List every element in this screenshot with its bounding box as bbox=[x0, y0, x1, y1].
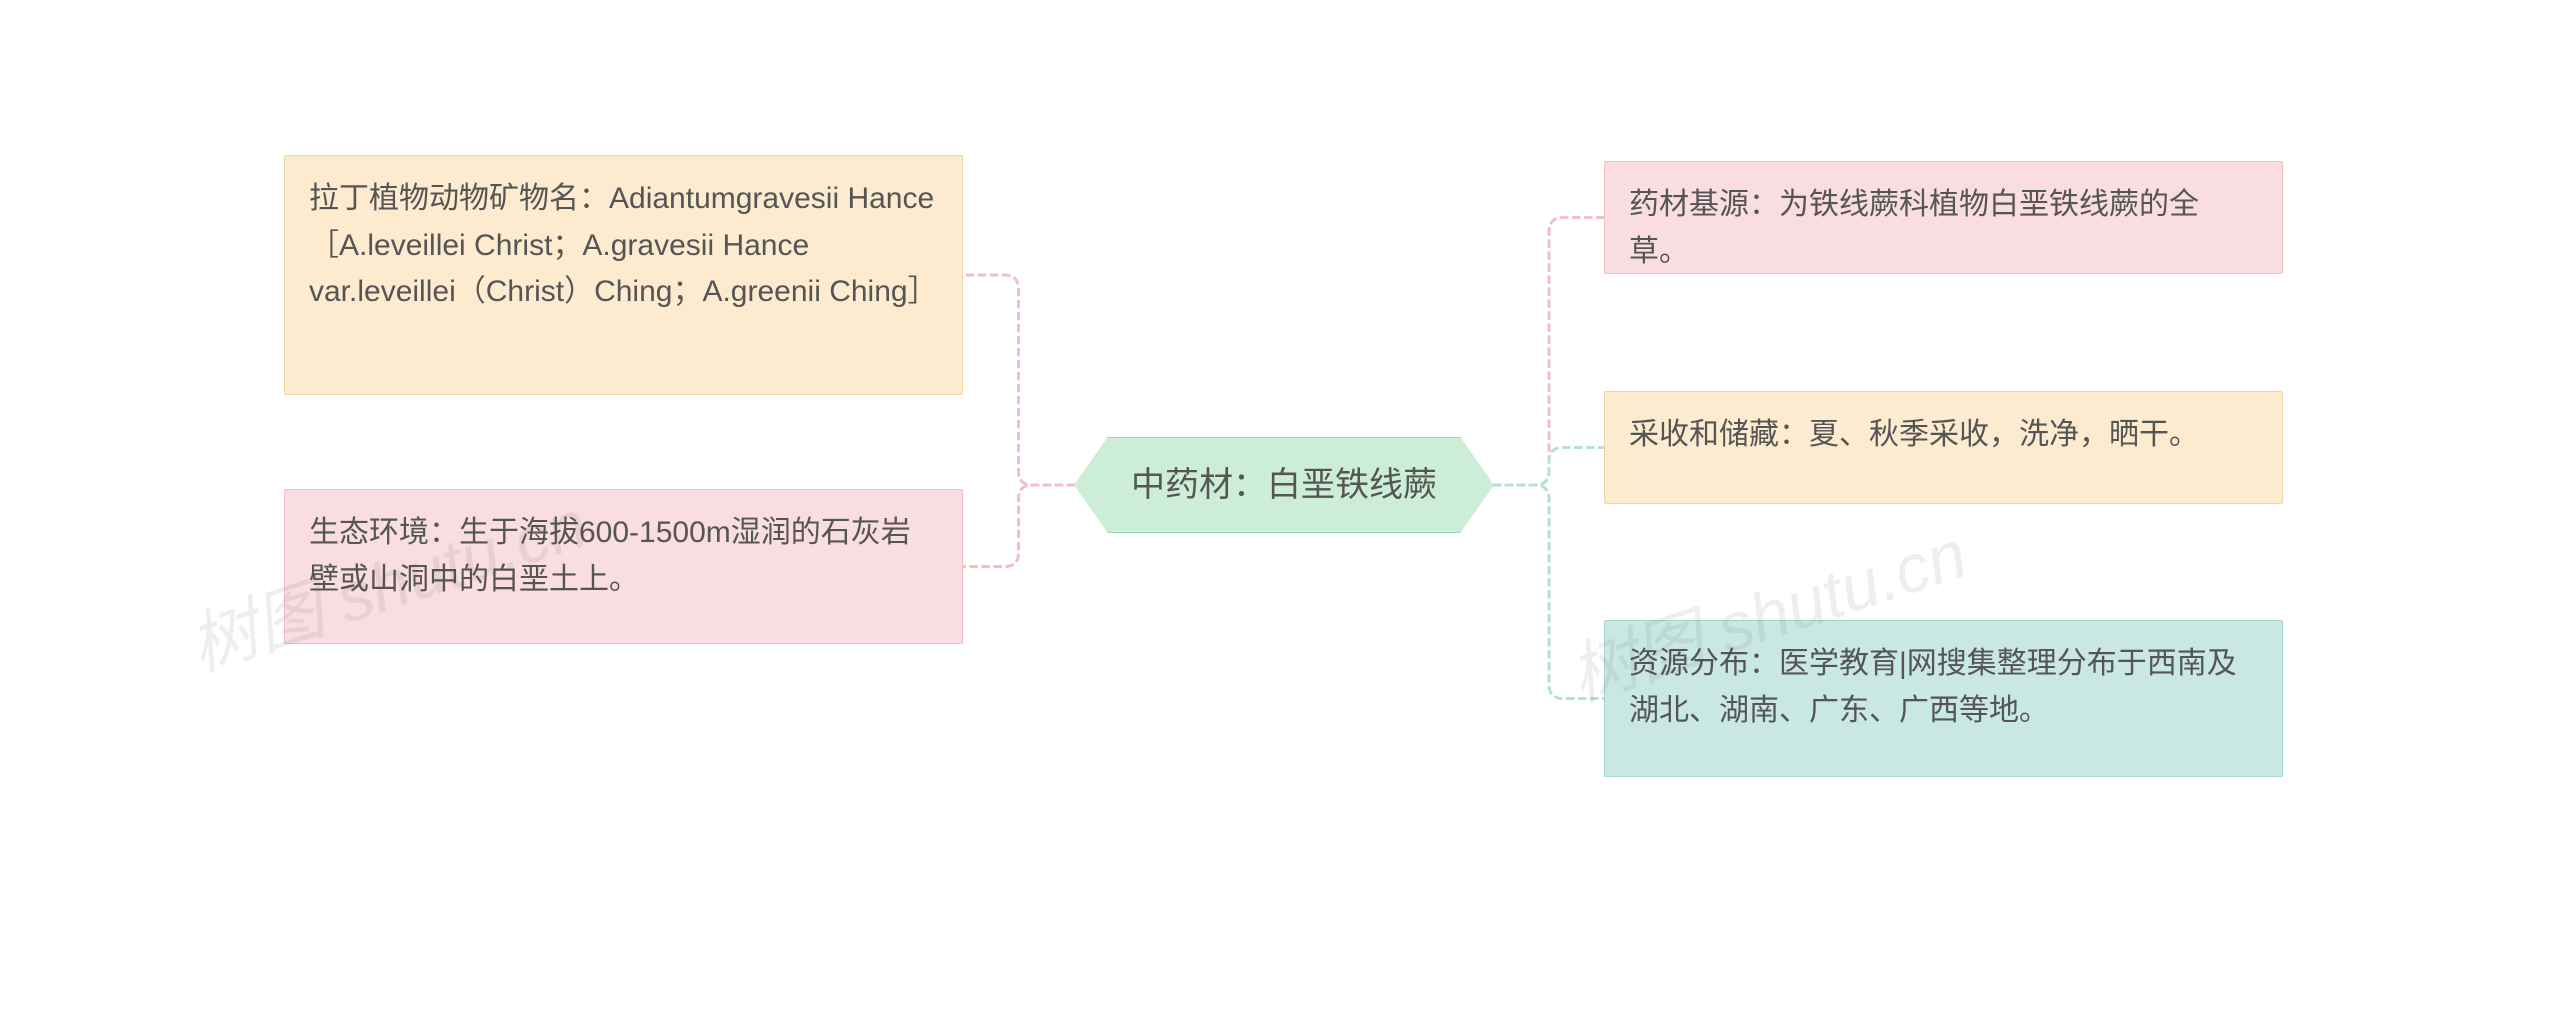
right-node-harvest-text: 采收和储藏：夏、秋季采收，洗净，晒干。 bbox=[1629, 412, 2258, 459]
right-node-harvest: 采收和储藏：夏、秋季采收，洗净，晒干。 bbox=[1604, 391, 2283, 504]
left-node-latin-text: 拉丁植物动物矿物名：Adiantumgravesii Hance［A.levei… bbox=[309, 176, 938, 316]
right-node-distribution: 资源分布：医学教育|网搜集整理分布于西南及湖北、湖南、广东、广西等地。 bbox=[1604, 620, 2283, 777]
center-node: 中药材：白垩铁线蕨 bbox=[1074, 437, 1494, 533]
right-node-source: 药材基源：为铁线蕨科植物白垩铁线蕨的全草。 bbox=[1604, 161, 2283, 274]
left-node-ecology: 生态环境：生于海拔600-1500m湿润的石灰岩壁或山洞中的白垩土上。 bbox=[284, 489, 963, 644]
right-node-source-text: 药材基源：为铁线蕨科植物白垩铁线蕨的全草。 bbox=[1629, 182, 2258, 275]
right-node-distribution-text: 资源分布：医学教育|网搜集整理分布于西南及湖北、湖南、广东、广西等地。 bbox=[1629, 641, 2258, 734]
left-node-ecology-text: 生态环境：生于海拔600-1500m湿润的石灰岩壁或山洞中的白垩土上。 bbox=[309, 510, 938, 603]
left-node-latin: 拉丁植物动物矿物名：Adiantumgravesii Hance［A.levei… bbox=[284, 155, 963, 395]
center-node-label: 中药材：白垩铁线蕨 bbox=[1131, 459, 1437, 512]
diagram-stage: 中药材：白垩铁线蕨 拉丁植物动物矿物名：Adiantumgravesii Han… bbox=[0, 0, 2560, 1021]
